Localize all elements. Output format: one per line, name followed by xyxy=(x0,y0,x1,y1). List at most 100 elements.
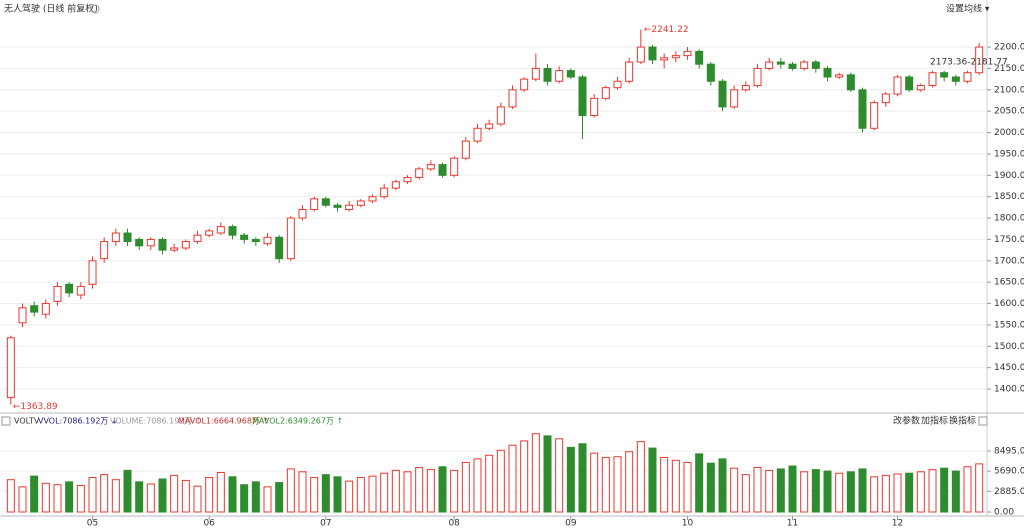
candle-body xyxy=(76,285,85,296)
candle-body xyxy=(251,238,260,243)
candle-body xyxy=(146,238,155,247)
volume-bar xyxy=(870,476,879,513)
volume-bar xyxy=(788,465,797,513)
candle-body xyxy=(881,93,890,104)
candle-body xyxy=(788,63,797,69)
x-tick-label: 11 xyxy=(787,519,798,529)
volume-bar xyxy=(158,478,167,513)
volume-bar xyxy=(531,433,540,513)
y2-tick-label: 2885.00 xyxy=(994,487,1024,497)
candle-body xyxy=(135,238,144,247)
volume-bar xyxy=(135,481,144,513)
candle-body xyxy=(671,55,680,59)
volume-bar xyxy=(858,468,867,513)
candle-body xyxy=(660,57,669,61)
candle-body xyxy=(741,85,750,91)
candle-body xyxy=(695,50,704,65)
candle-body xyxy=(356,200,365,206)
y2-tick-label: 0.00 xyxy=(994,508,1014,518)
candle-body xyxy=(893,76,902,95)
volume-bar xyxy=(940,467,949,513)
candle-body xyxy=(438,164,447,176)
volume-legend: MAVOL2:6349.267万 ↑ xyxy=(252,417,343,426)
candle-body xyxy=(228,226,237,236)
volume-bar xyxy=(18,486,27,513)
volume-bar xyxy=(298,471,307,513)
candle-body xyxy=(450,157,459,176)
volume-bar xyxy=(718,458,727,513)
volume-bar xyxy=(893,473,902,513)
y-tick-label: 1450.00 xyxy=(994,363,1024,373)
volume-bar xyxy=(916,471,925,513)
y-tick-label: 1900.00 xyxy=(994,171,1024,181)
y-tick-label: 1500.00 xyxy=(994,342,1024,352)
candle-body xyxy=(765,61,774,69)
candle-body xyxy=(6,337,15,399)
volume-bar xyxy=(6,479,15,513)
candle-body xyxy=(310,198,319,211)
volume-bar xyxy=(345,480,354,513)
volume-legend: VVOL:7086.192万 ↓ xyxy=(38,417,118,426)
settings-icon[interactable] xyxy=(90,4,100,14)
candle-body xyxy=(835,74,844,78)
volume-bar xyxy=(590,452,599,513)
annotation: ←1363.89 xyxy=(13,402,58,412)
candle-body xyxy=(100,241,109,260)
volume-bar xyxy=(601,456,610,513)
candle-body xyxy=(531,67,540,80)
candle-body xyxy=(415,168,424,178)
tool-button[interactable]: 加指标 xyxy=(921,415,948,427)
candle-body xyxy=(333,204,342,208)
annotation: 2173.36-2181.77 xyxy=(930,58,1008,68)
close-box[interactable] xyxy=(978,416,988,426)
volume-bar xyxy=(473,458,482,513)
candle-body xyxy=(916,85,925,91)
candle-body xyxy=(975,46,984,74)
volume-bar xyxy=(543,435,552,513)
volume-bar xyxy=(951,470,960,513)
candle-body xyxy=(566,70,575,78)
volume-bar xyxy=(76,484,85,513)
x-tick-label: 10 xyxy=(682,519,694,529)
candle-body xyxy=(870,102,879,129)
volume-bar xyxy=(578,443,587,513)
volume-bar xyxy=(800,471,809,513)
volume-bar xyxy=(555,438,564,513)
y2-tick-label: 8495.00 xyxy=(994,447,1024,457)
y-tick-label: 1700.00 xyxy=(994,256,1024,266)
volume-bar xyxy=(508,444,517,513)
x-tick-label: 05 xyxy=(87,519,98,529)
candle-body xyxy=(473,127,482,142)
chart-title: 无人驾驶 (日线 前复权) xyxy=(4,3,98,15)
volume-bar xyxy=(391,469,400,513)
candle-body xyxy=(496,106,505,125)
candle-body xyxy=(811,61,820,69)
y-tick-label: 1800.00 xyxy=(994,214,1024,224)
candle-body xyxy=(625,61,634,82)
candle-body xyxy=(508,89,517,108)
candle-body xyxy=(240,234,249,240)
volume-bar xyxy=(403,471,412,513)
volume-bar xyxy=(205,477,214,513)
volume-bar xyxy=(65,481,74,513)
volume-bar xyxy=(765,469,774,513)
candle-body xyxy=(555,70,564,82)
volume-bar xyxy=(216,472,225,513)
volume-bar xyxy=(100,474,109,513)
candle-body xyxy=(706,63,715,82)
tool-button[interactable]: 改参数 xyxy=(893,415,920,427)
candle-body xyxy=(298,209,307,219)
volume-bar xyxy=(450,469,459,513)
candle-body xyxy=(776,61,785,65)
candle-body xyxy=(158,238,167,251)
volume-bar xyxy=(975,463,984,513)
volume-bar xyxy=(240,484,249,513)
candle-body xyxy=(730,89,739,108)
ma-menu[interactable]: 设置均线 ▾ xyxy=(946,3,990,15)
annotation: ←2241.22 xyxy=(644,25,689,35)
tool-button[interactable]: 换指标 xyxy=(949,415,976,427)
candle-body xyxy=(391,181,400,189)
volume-bar xyxy=(683,461,692,513)
toggle-box[interactable] xyxy=(1,416,11,426)
y-tick-label: 1650.00 xyxy=(994,278,1024,288)
